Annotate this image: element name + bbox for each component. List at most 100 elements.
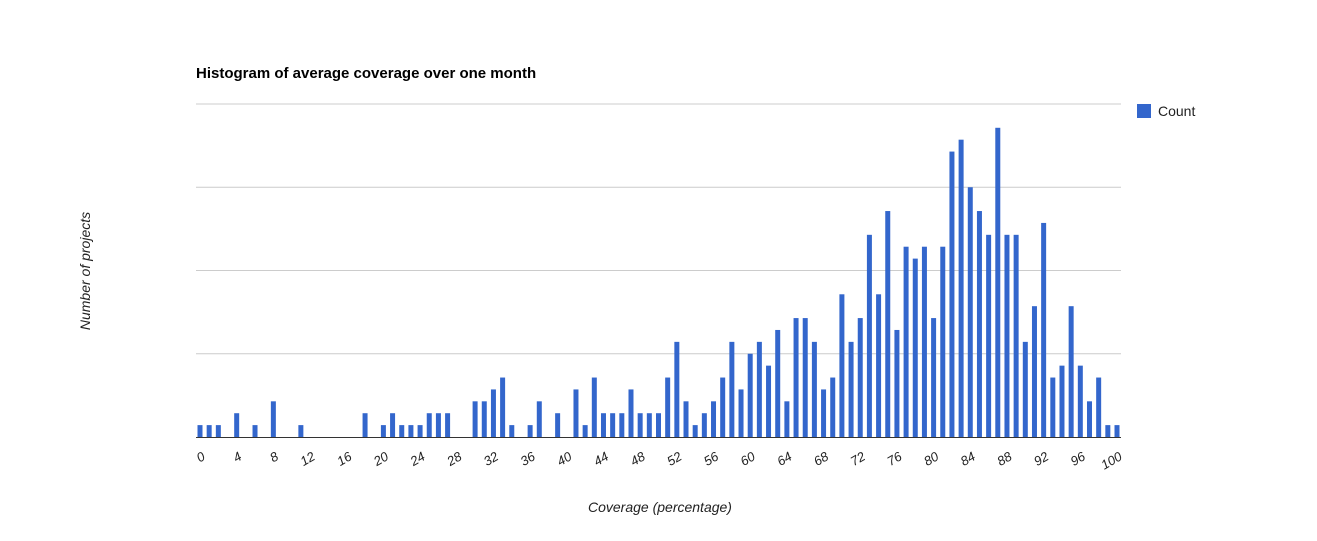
bar: [793, 318, 799, 437]
bar: [197, 425, 203, 437]
bar: [445, 413, 451, 437]
x-tick-label: 44: [591, 449, 611, 469]
x-tick-label: 24: [407, 449, 428, 470]
bar: [692, 425, 698, 437]
legend: Count: [1137, 103, 1195, 119]
x-tick-label: 8: [267, 448, 281, 465]
bar: [958, 139, 964, 437]
bar: [527, 425, 533, 437]
bar: [215, 425, 221, 437]
x-tick-label: 56: [701, 448, 722, 469]
bar: [766, 365, 772, 437]
gridlines: [196, 103, 1121, 355]
x-tick-label: 28: [443, 448, 465, 469]
x-tick-label: 40: [554, 448, 575, 469]
bar: [362, 413, 368, 437]
bar: [600, 413, 606, 437]
bar: [995, 127, 1001, 437]
bar: [720, 377, 726, 437]
x-tick-label: 84: [958, 449, 978, 469]
bar: [573, 389, 579, 437]
bar: [1114, 425, 1120, 437]
bar: [1105, 425, 1111, 437]
bar: [536, 401, 542, 437]
y-axis-title: Number of projects: [77, 212, 93, 330]
bar: [701, 413, 707, 437]
bar: [821, 389, 827, 437]
bar: [408, 425, 414, 437]
x-tick-labels: 0 4 8 12 16 20 24 28 32 36 40 44 48 52 56 60 64 68 72 76 80 8…: [194, 448, 1125, 472]
bar: [619, 413, 625, 437]
bar: [876, 294, 882, 437]
bar: [921, 246, 927, 437]
bar: [866, 234, 872, 437]
bar: [1050, 377, 1056, 437]
bar: [399, 425, 405, 437]
bar: [435, 413, 441, 437]
bar: [628, 389, 634, 437]
bar: [830, 377, 836, 437]
bar: [756, 341, 762, 437]
bar: [380, 425, 386, 437]
x-tick-label: 16: [334, 448, 355, 469]
x-tick-label: 12: [298, 448, 319, 469]
x-tick-label: 88: [994, 448, 1015, 469]
bar: [885, 211, 891, 437]
bar: [1004, 234, 1010, 437]
bar: [931, 318, 937, 437]
x-tick-label: 32: [481, 448, 502, 469]
bar: [940, 246, 946, 437]
x-tick-label: 96: [1068, 448, 1089, 469]
bar: [555, 413, 561, 437]
bar: [1022, 341, 1028, 437]
x-tick-label: 100: [1098, 448, 1125, 472]
bar: [298, 425, 304, 437]
bar: [1031, 306, 1037, 437]
bar: [903, 246, 909, 437]
bar: [711, 401, 717, 437]
bar: [738, 389, 744, 437]
bar: [656, 413, 661, 437]
bar: [1041, 222, 1047, 437]
bars: [197, 127, 1120, 437]
bar: [1059, 365, 1065, 437]
bar: [637, 413, 643, 437]
bar: [1013, 234, 1019, 437]
bar: [426, 413, 432, 437]
bar: [683, 401, 689, 437]
legend-label: Count: [1158, 103, 1195, 119]
x-tick-label: 80: [921, 448, 942, 469]
bar: [912, 258, 918, 437]
bar: [234, 413, 240, 437]
x-tick-label: 76: [884, 448, 905, 469]
bar: [811, 341, 817, 437]
x-tick-label: 36: [518, 448, 539, 469]
bar: [481, 401, 487, 437]
x-tick-label: 68: [811, 448, 832, 469]
x-tick-label: 52: [664, 448, 685, 469]
bar: [390, 413, 396, 437]
bar: [967, 187, 973, 437]
bar: [729, 341, 735, 437]
bar: [986, 234, 992, 437]
legend-swatch: [1137, 104, 1151, 118]
bar: [646, 413, 652, 437]
x-tick-label: 72: [848, 448, 869, 469]
bar: [1077, 365, 1083, 437]
bar: [976, 211, 982, 437]
bar: [490, 389, 496, 437]
bar: [775, 329, 781, 437]
chart-title: Histogram of average coverage over one m…: [196, 65, 536, 82]
bar: [270, 401, 276, 437]
x-tick-label: 4: [230, 449, 244, 466]
bar: [610, 413, 616, 437]
x-tick-label: 64: [774, 449, 794, 469]
bar: [417, 425, 423, 437]
bar: [1068, 306, 1074, 437]
bar: [674, 341, 680, 437]
x-axis-title: Coverage (percentage): [588, 499, 732, 515]
bar: [500, 377, 506, 437]
bar: [472, 401, 478, 437]
bar: [591, 377, 597, 437]
